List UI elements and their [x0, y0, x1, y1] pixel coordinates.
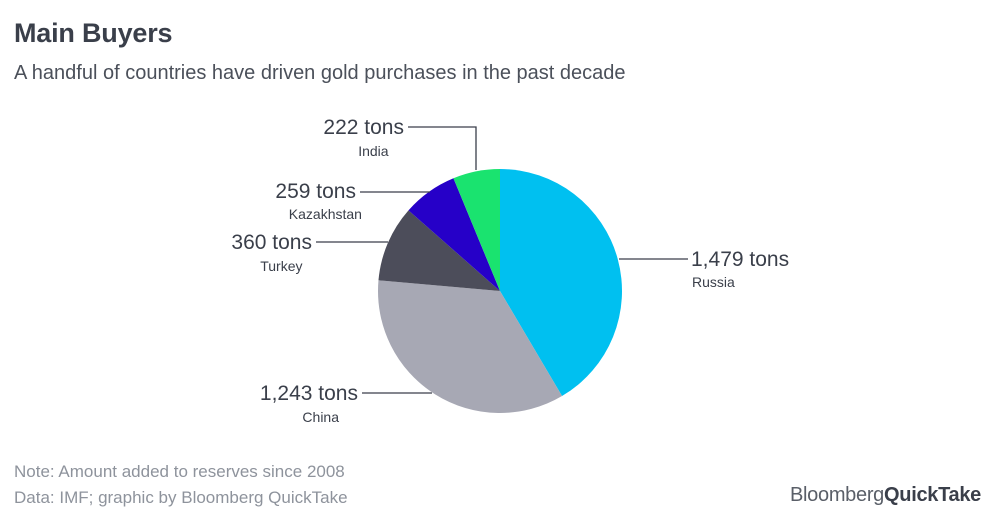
value-label-india: 222 tons	[323, 116, 404, 139]
chart-subtitle: A handful of countries have driven gold …	[14, 62, 626, 84]
value-label-russia: 1,479 tons	[691, 248, 789, 271]
slice-labels: 1,479 tons Russia 1,243 tons China 360 tons T…	[231, 116, 789, 425]
value-label-kazakhstan: 259 tons	[275, 180, 356, 203]
pie-slice-india	[453, 169, 500, 291]
pie-slice-russia	[500, 169, 622, 397]
leader-line-india	[408, 126, 477, 170]
category-label-russia: Russia	[692, 274, 735, 290]
category-label-china: China	[302, 409, 339, 425]
chart-title: Main Buyers	[14, 18, 173, 48]
pie-slice-china	[378, 280, 563, 413]
brand-logo-bloomberg: Bloomberg	[789, 484, 885, 506]
pie-slice-turkey	[378, 210, 500, 291]
category-label-india: India	[358, 143, 389, 159]
value-label-turkey: 360 tons	[231, 231, 312, 254]
chart-note: Note: Amount added to reserves since 200…	[14, 462, 345, 481]
value-label-china: 1,243 tons	[260, 382, 358, 405]
category-label-kazakhstan: Kazakhstan	[289, 206, 362, 222]
brand-logo-quicktake: QuickTake	[884, 484, 981, 506]
chart-source: Data: IMF; graphic by Bloomberg QuickTak…	[14, 488, 348, 507]
pie-slices	[378, 169, 622, 413]
pie-slice-kazakhstan	[408, 178, 500, 291]
category-label-turkey: Turkey	[260, 258, 302, 274]
brand-logo: BloombergQuickTake	[790, 484, 981, 507]
leader-lines	[316, 126, 688, 394]
